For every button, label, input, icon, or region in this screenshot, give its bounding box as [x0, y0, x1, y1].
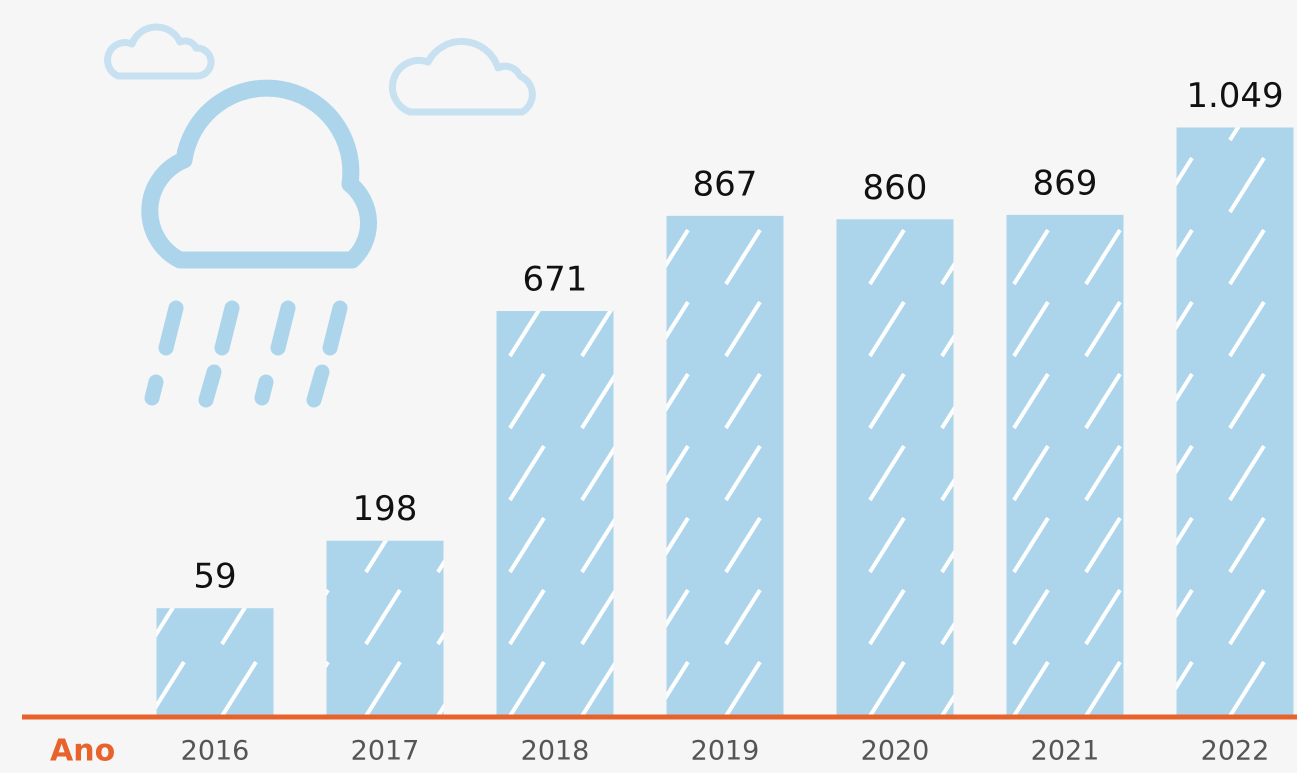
- value-label: 671: [523, 260, 588, 300]
- x-tick-label: 2020: [861, 736, 930, 767]
- value-label: 869: [1033, 163, 1098, 203]
- x-tick-label: 2022: [1201, 736, 1270, 767]
- bar-hatch: [156, 608, 274, 717]
- value-label: 59: [193, 557, 236, 597]
- value-label: 860: [863, 168, 928, 208]
- bar-hatch: [1176, 127, 1294, 718]
- x-tick-label: 2021: [1031, 736, 1100, 767]
- x-tick-label: 2019: [691, 736, 760, 767]
- value-label: 867: [693, 164, 758, 204]
- value-label: 198: [353, 489, 418, 529]
- decor-small-clouds: [104, 23, 536, 116]
- bar-hatch: [1006, 214, 1124, 718]
- value-label: 1.049: [1186, 76, 1283, 116]
- bar-hatch: [496, 311, 614, 717]
- decor-rain-cloud: [141, 79, 378, 408]
- bar-hatch: [666, 215, 784, 718]
- x-tick-label: 2018: [521, 736, 590, 767]
- x-tick-label: 2017: [351, 736, 420, 767]
- x-axis-label: Ano: [50, 734, 115, 769]
- bar-hatch: [326, 540, 444, 717]
- x-tick-label: 2016: [181, 736, 250, 767]
- bar-hatch: [836, 219, 954, 717]
